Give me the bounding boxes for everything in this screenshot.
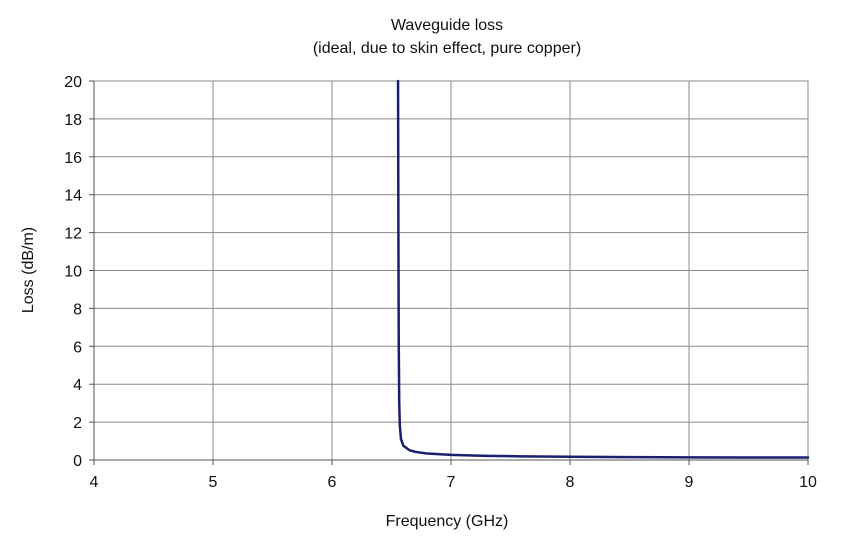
y-tick-label: 0 [73, 453, 82, 470]
y-axis-label: Loss (dB/m) [20, 227, 37, 313]
y-tick-label: 6 [73, 339, 82, 356]
axes [89, 80, 809, 465]
chart-title: Waveguide loss [391, 17, 503, 34]
y-tick-label: 16 [64, 150, 82, 167]
y-tick-label: 14 [64, 188, 82, 205]
x-tick-label: 4 [90, 474, 99, 491]
y-tick-label: 4 [73, 377, 82, 394]
y-tick-label: 12 [64, 226, 82, 243]
x-tick-label: 10 [799, 474, 817, 491]
x-tick-label: 9 [685, 474, 694, 491]
y-tick-label: 10 [64, 264, 82, 281]
y-tick-label: 8 [73, 301, 82, 318]
grid [93, 80, 809, 461]
x-tick-label: 8 [566, 474, 575, 491]
y-tick-label: 18 [64, 112, 82, 129]
y-tick-label: 20 [64, 74, 82, 91]
series-line [396, 79, 810, 459]
x-axis-label: Frequency (GHz) [386, 513, 509, 530]
y-tick-labels: 0 2 4 6 8 10 12 14 16 18 20 [64, 74, 82, 470]
x-tick-labels: 4 5 6 7 8 9 10 [90, 474, 817, 491]
y-tick-label: 2 [73, 415, 82, 432]
x-tick-label: 7 [447, 474, 456, 491]
x-tick-label: 5 [209, 474, 218, 491]
chart-subtitle: (ideal, due to skin effect, pure copper) [313, 40, 581, 57]
series-group [396, 79, 810, 459]
x-tick-label: 6 [328, 474, 337, 491]
